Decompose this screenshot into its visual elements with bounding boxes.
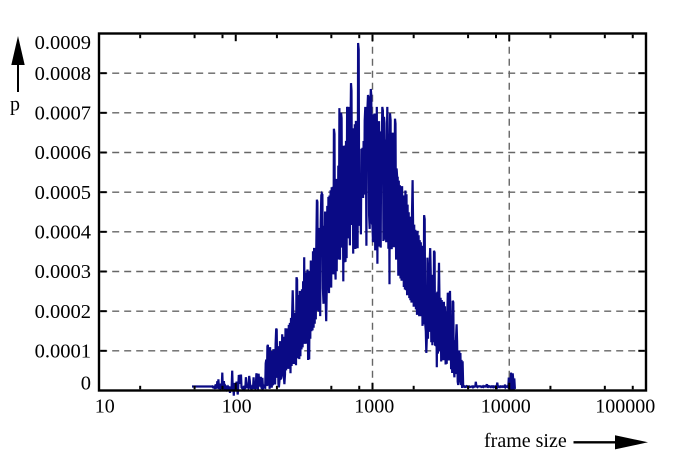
svg-text:1000: 1000 (354, 396, 394, 418)
svg-text:0.0006: 0.0006 (35, 142, 91, 164)
svg-text:p: p (10, 94, 20, 116)
svg-text:0.0007: 0.0007 (35, 102, 91, 124)
svg-text:0.0003: 0.0003 (35, 261, 91, 283)
svg-text:10: 10 (95, 396, 115, 418)
svg-text:100: 100 (222, 396, 252, 418)
svg-text:frame size: frame size (484, 430, 567, 452)
svg-text:0.0009: 0.0009 (35, 32, 91, 54)
svg-text:10000: 10000 (481, 396, 531, 418)
svg-text:0.0001: 0.0001 (35, 340, 91, 362)
svg-text:0.0004: 0.0004 (35, 221, 91, 243)
svg-text:100000: 100000 (595, 396, 655, 418)
svg-text:0: 0 (81, 372, 91, 394)
svg-text:0.0008: 0.0008 (35, 63, 91, 85)
svg-text:0.0002: 0.0002 (35, 301, 91, 323)
svg-text:0.0005: 0.0005 (35, 182, 91, 204)
